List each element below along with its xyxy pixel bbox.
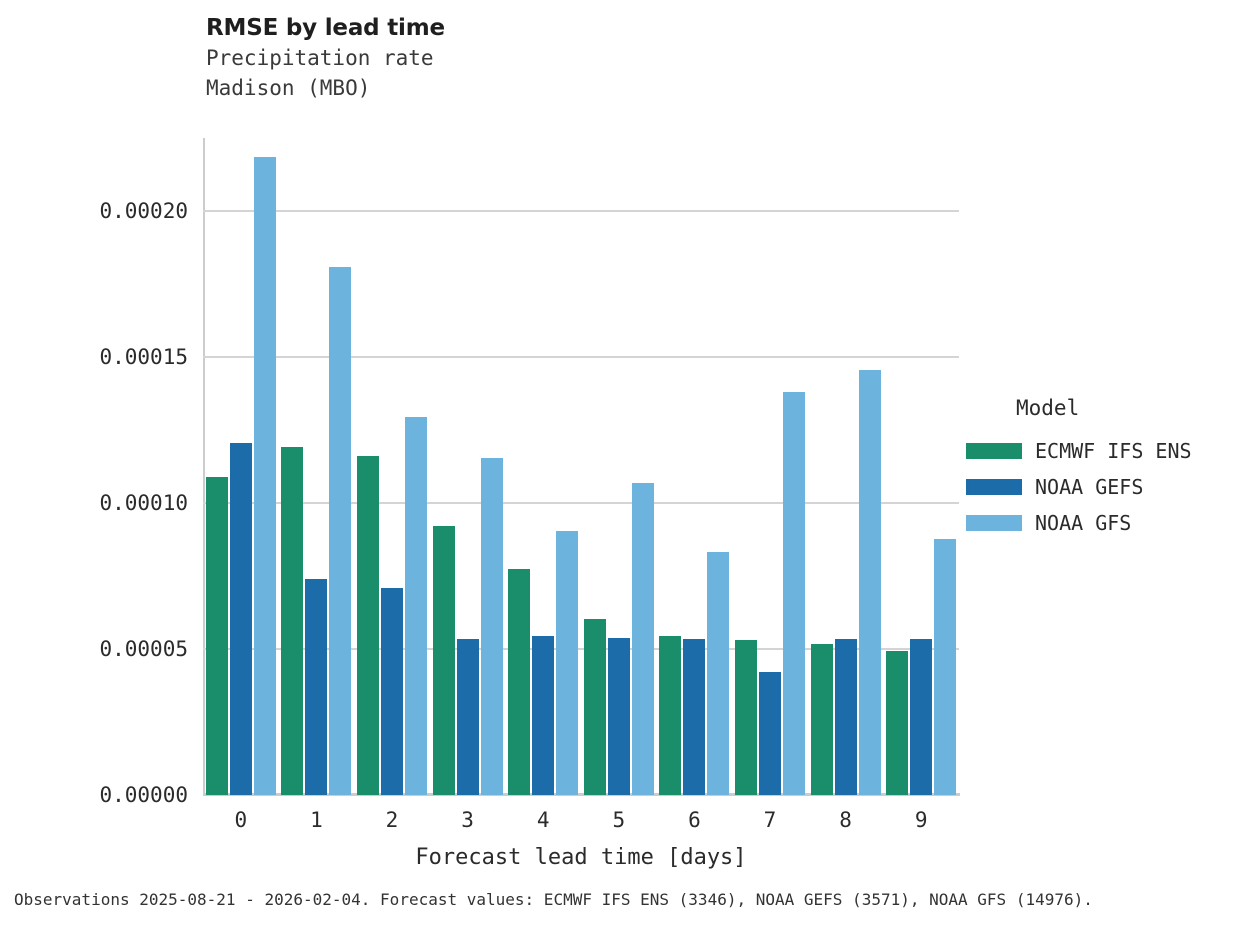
- legend-item-label: NOAA GEFS: [1035, 475, 1144, 499]
- x-axis-tick-label: 5: [612, 808, 626, 832]
- bar: [281, 446, 304, 795]
- legend-title: Model: [1016, 396, 1080, 420]
- bar: [735, 639, 757, 795]
- bar: [886, 650, 909, 795]
- plot-area: [203, 138, 959, 795]
- bar: [508, 569, 531, 795]
- bar: [456, 638, 479, 795]
- x-axis-tick-label: 1: [310, 808, 323, 832]
- y-axis-tick-label: 0.00010: [99, 491, 188, 515]
- page-title: RMSE by lead time: [206, 15, 445, 41]
- bar: [659, 635, 682, 795]
- x-axis-tick-label: 3: [461, 808, 474, 832]
- chart-subtitle-variable: Precipitation rate: [206, 46, 434, 70]
- legend-item[interactable]: NOAA GEFS: [966, 469, 1192, 505]
- x-axis-title: Forecast lead time [days]: [415, 845, 747, 870]
- x-axis-tick-label: 6: [688, 808, 701, 832]
- bar: [305, 578, 328, 795]
- legend-item-label: NOAA GFS: [1035, 511, 1132, 535]
- legend-swatch-icon: [966, 443, 1022, 459]
- bar: [910, 638, 933, 795]
- gridline: [203, 502, 959, 504]
- x-axis-line: [203, 793, 960, 796]
- bar: [583, 619, 606, 795]
- chart-subtitle-location: Madison (MBO): [206, 76, 371, 100]
- bar: [532, 635, 555, 795]
- legend-swatch-icon: [966, 515, 1022, 531]
- bar: [783, 392, 805, 795]
- bar: [357, 455, 379, 795]
- legend-item[interactable]: ECMWF IFS ENS: [966, 433, 1192, 469]
- gridline: [203, 356, 959, 358]
- x-axis-tick-label: 0: [234, 808, 248, 832]
- x-axis-tick-label: 9: [914, 808, 928, 832]
- gridline: [203, 210, 959, 212]
- bar: [253, 156, 276, 795]
- title-block: RMSE by lead time Precipitation rate Mad…: [206, 14, 445, 103]
- footnote: Observations 2025-08-21 - 2026-02-04. Fo…: [14, 890, 1093, 909]
- legend: Model ECMWF IFS ENS NOAA GEFS NOAA GFS: [966, 396, 1192, 541]
- gridline: [203, 648, 959, 650]
- x-axis-tick-label: 2: [385, 808, 399, 832]
- y-axis-line: [203, 138, 205, 795]
- bar: [759, 671, 781, 795]
- bar: [405, 416, 427, 795]
- bar: [480, 457, 503, 795]
- bar: [934, 538, 957, 795]
- bar: [556, 531, 579, 795]
- legend-entries: ECMWF IFS ENS NOAA GEFS NOAA GFS: [966, 433, 1192, 541]
- bar: [381, 588, 403, 795]
- legend-item-label: ECMWF IFS ENS: [1035, 439, 1192, 463]
- bar: [858, 370, 881, 795]
- bar: [631, 483, 654, 795]
- x-axis-tick-label: 8: [839, 808, 852, 832]
- x-axis-tick-label: 4: [536, 808, 550, 832]
- bar: [329, 267, 352, 795]
- bar: [205, 477, 228, 795]
- legend-item[interactable]: NOAA GFS: [966, 505, 1192, 541]
- bar: [834, 638, 857, 795]
- y-axis-tick-label: 0.00000: [99, 783, 188, 807]
- bar: [810, 644, 833, 795]
- bar: [432, 526, 455, 795]
- bar: [229, 442, 252, 795]
- legend-swatch-icon: [966, 479, 1022, 495]
- bar: [707, 552, 730, 795]
- bar: [683, 638, 706, 795]
- y-axis-tick-label: 0.00015: [99, 345, 188, 369]
- y-axis-tick-label: 0.00005: [99, 637, 188, 661]
- bar: [607, 638, 630, 795]
- y-axis-tick-label: 0.00020: [99, 199, 188, 223]
- x-axis-tick-label: 7: [763, 808, 777, 832]
